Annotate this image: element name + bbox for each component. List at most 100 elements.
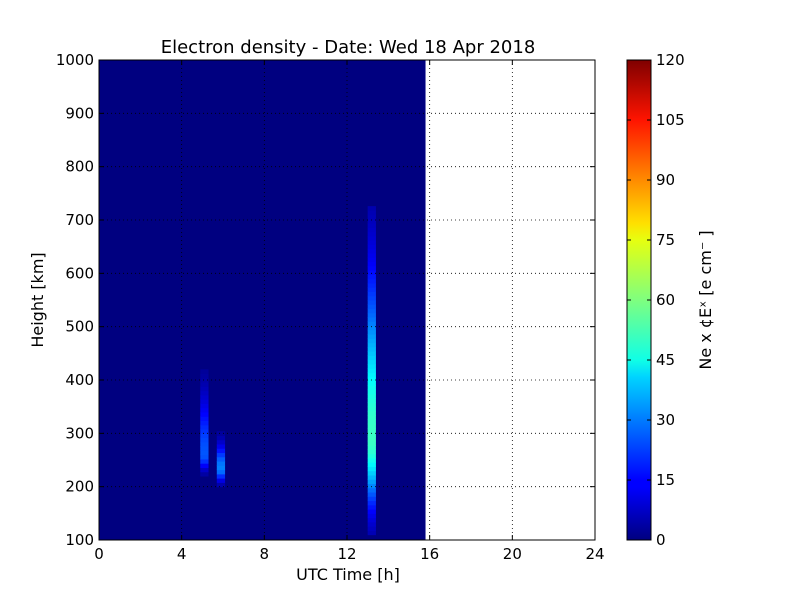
y-tick-label: 500: [65, 318, 94, 336]
heatmap-cell: [367, 462, 376, 467]
heatmap-cell: [367, 432, 376, 438]
plot-area: 0 4 8 12 16 20 24 1002003004005006007008009001…: [56, 51, 605, 563]
heatmap-cell: [200, 454, 209, 460]
x-tick-label: 16: [420, 545, 439, 563]
heatmap-cell: [367, 346, 376, 352]
heatmap-cell: [367, 513, 376, 519]
heatmap-cell: [367, 210, 376, 216]
heatmap-cell: [367, 393, 376, 399]
heatmap-cell: [367, 449, 376, 455]
heatmap-cell: [367, 453, 376, 459]
heatmap-cell: [367, 287, 376, 292]
heatmap-cell: [367, 231, 376, 237]
heatmap-cell: [367, 509, 376, 514]
colorbar-ticks: 0 15 30 45 60 75 90 105 120: [627, 51, 685, 549]
heatmap-cell: [200, 463, 209, 468]
heatmap-cell: [200, 416, 209, 422]
heatmap-cell: [367, 372, 376, 378]
heatmap-cell: [200, 424, 209, 430]
heatmap-cell: [367, 359, 376, 365]
heatmap-cell: [367, 500, 376, 506]
heatmap-cell: [216, 461, 226, 466]
heatmap-cell: [367, 402, 376, 408]
heatmap-cell: [367, 526, 376, 531]
heatmap-cell: [200, 399, 209, 404]
x-tick-label: 24: [585, 545, 604, 563]
heatmap-cell: [200, 429, 209, 434]
heatmap-cell: [367, 457, 376, 463]
heatmap-cell: [216, 465, 226, 471]
colorbar-tick-label: 90: [656, 171, 675, 189]
y-tick-label: 300: [65, 424, 94, 442]
heatmap-background: [99, 60, 426, 540]
heatmap-cell: [367, 385, 376, 391]
heatmap-cell: [367, 342, 376, 348]
heatmap-cell: [367, 466, 376, 472]
heatmap-cell: [216, 452, 226, 458]
heatmap-cell: [367, 406, 376, 412]
colorbar: 0 15 30 45 60 75 90 105 120 Ne x ¢Eˣ [e cm⁻ ]: [626, 51, 715, 549]
heatmap-cell: [367, 376, 376, 382]
heatmap-cell: [367, 321, 376, 327]
x-tick-label: 0: [94, 545, 104, 563]
x-tick-label: 4: [177, 545, 187, 563]
heatmap-cell: [367, 270, 376, 275]
heatmap-cell: [367, 351, 376, 356]
heatmap-cell: [216, 478, 226, 483]
heatmap-cell: [367, 304, 376, 310]
heatmap-cell: [367, 398, 376, 403]
heatmap-cell: [200, 407, 209, 413]
heatmap-cell: [367, 295, 376, 301]
x-tick-label: 8: [260, 545, 270, 563]
heatmap-cell: [367, 487, 376, 493]
heatmap-cell: [216, 482, 226, 488]
heatmap-cell: [367, 355, 376, 361]
heatmap-cell: [200, 471, 209, 477]
heatmap-feature-3: [367, 206, 376, 536]
heatmap-cell: [216, 444, 226, 449]
heatmap-cell: [216, 439, 226, 445]
heatmap-cell: [367, 218, 376, 224]
heatmap-cell: [200, 437, 209, 443]
heatmap-cell: [200, 390, 209, 396]
heatmap-cell: [367, 423, 376, 429]
colorbar-tick-label: 105: [656, 111, 685, 129]
heatmap-cell: [367, 325, 376, 331]
y-tick-label: 600: [65, 264, 94, 282]
heatmap-cell: [367, 282, 376, 288]
heatmap-cell: [367, 329, 376, 335]
y-tick-label: 1000: [56, 51, 94, 69]
heatmap-cell: [367, 240, 376, 246]
y-axis: 100 200 300 400 500 600 700 800 900 1000: [56, 51, 595, 549]
colorbar-tick-label: 30: [656, 411, 675, 429]
heatmap-cell: [200, 369, 209, 375]
heatmap-cell: [200, 446, 209, 451]
heatmap-cell: [367, 248, 376, 254]
heatmap-cell: [200, 458, 209, 464]
heatmap-cell: [367, 227, 376, 233]
heatmap-cell: [367, 274, 376, 280]
heatmap-cell: [367, 428, 376, 433]
chart-title: Electron density - Date: Wed 18 Apr 2018: [161, 37, 536, 58]
heatmap-cell: [367, 253, 376, 258]
heatmap-cell: [200, 420, 209, 426]
heatmap-cell: [367, 521, 376, 527]
heatmap-cell: [367, 338, 376, 344]
heatmap-cell: [200, 377, 209, 383]
heatmap-cell: [367, 312, 376, 318]
heatmap-cell: [200, 467, 209, 473]
heatmap-cell: [200, 394, 209, 400]
heatmap-cell: [216, 456, 226, 462]
heatmap-cell: [200, 441, 209, 447]
heatmap-cell: [200, 450, 209, 456]
y-tick-label: 100: [65, 531, 94, 549]
heatmap-cell: [216, 448, 226, 454]
x-axis: 0 4 8 12 16 20 24: [94, 60, 605, 563]
heatmap-cell: [367, 419, 376, 425]
y-tick-label: 400: [65, 371, 94, 389]
heatmap-cell: [367, 474, 376, 480]
heatmap-cell: [367, 265, 376, 271]
y-tick-label: 700: [65, 211, 94, 229]
heatmap-cell: [216, 473, 226, 479]
